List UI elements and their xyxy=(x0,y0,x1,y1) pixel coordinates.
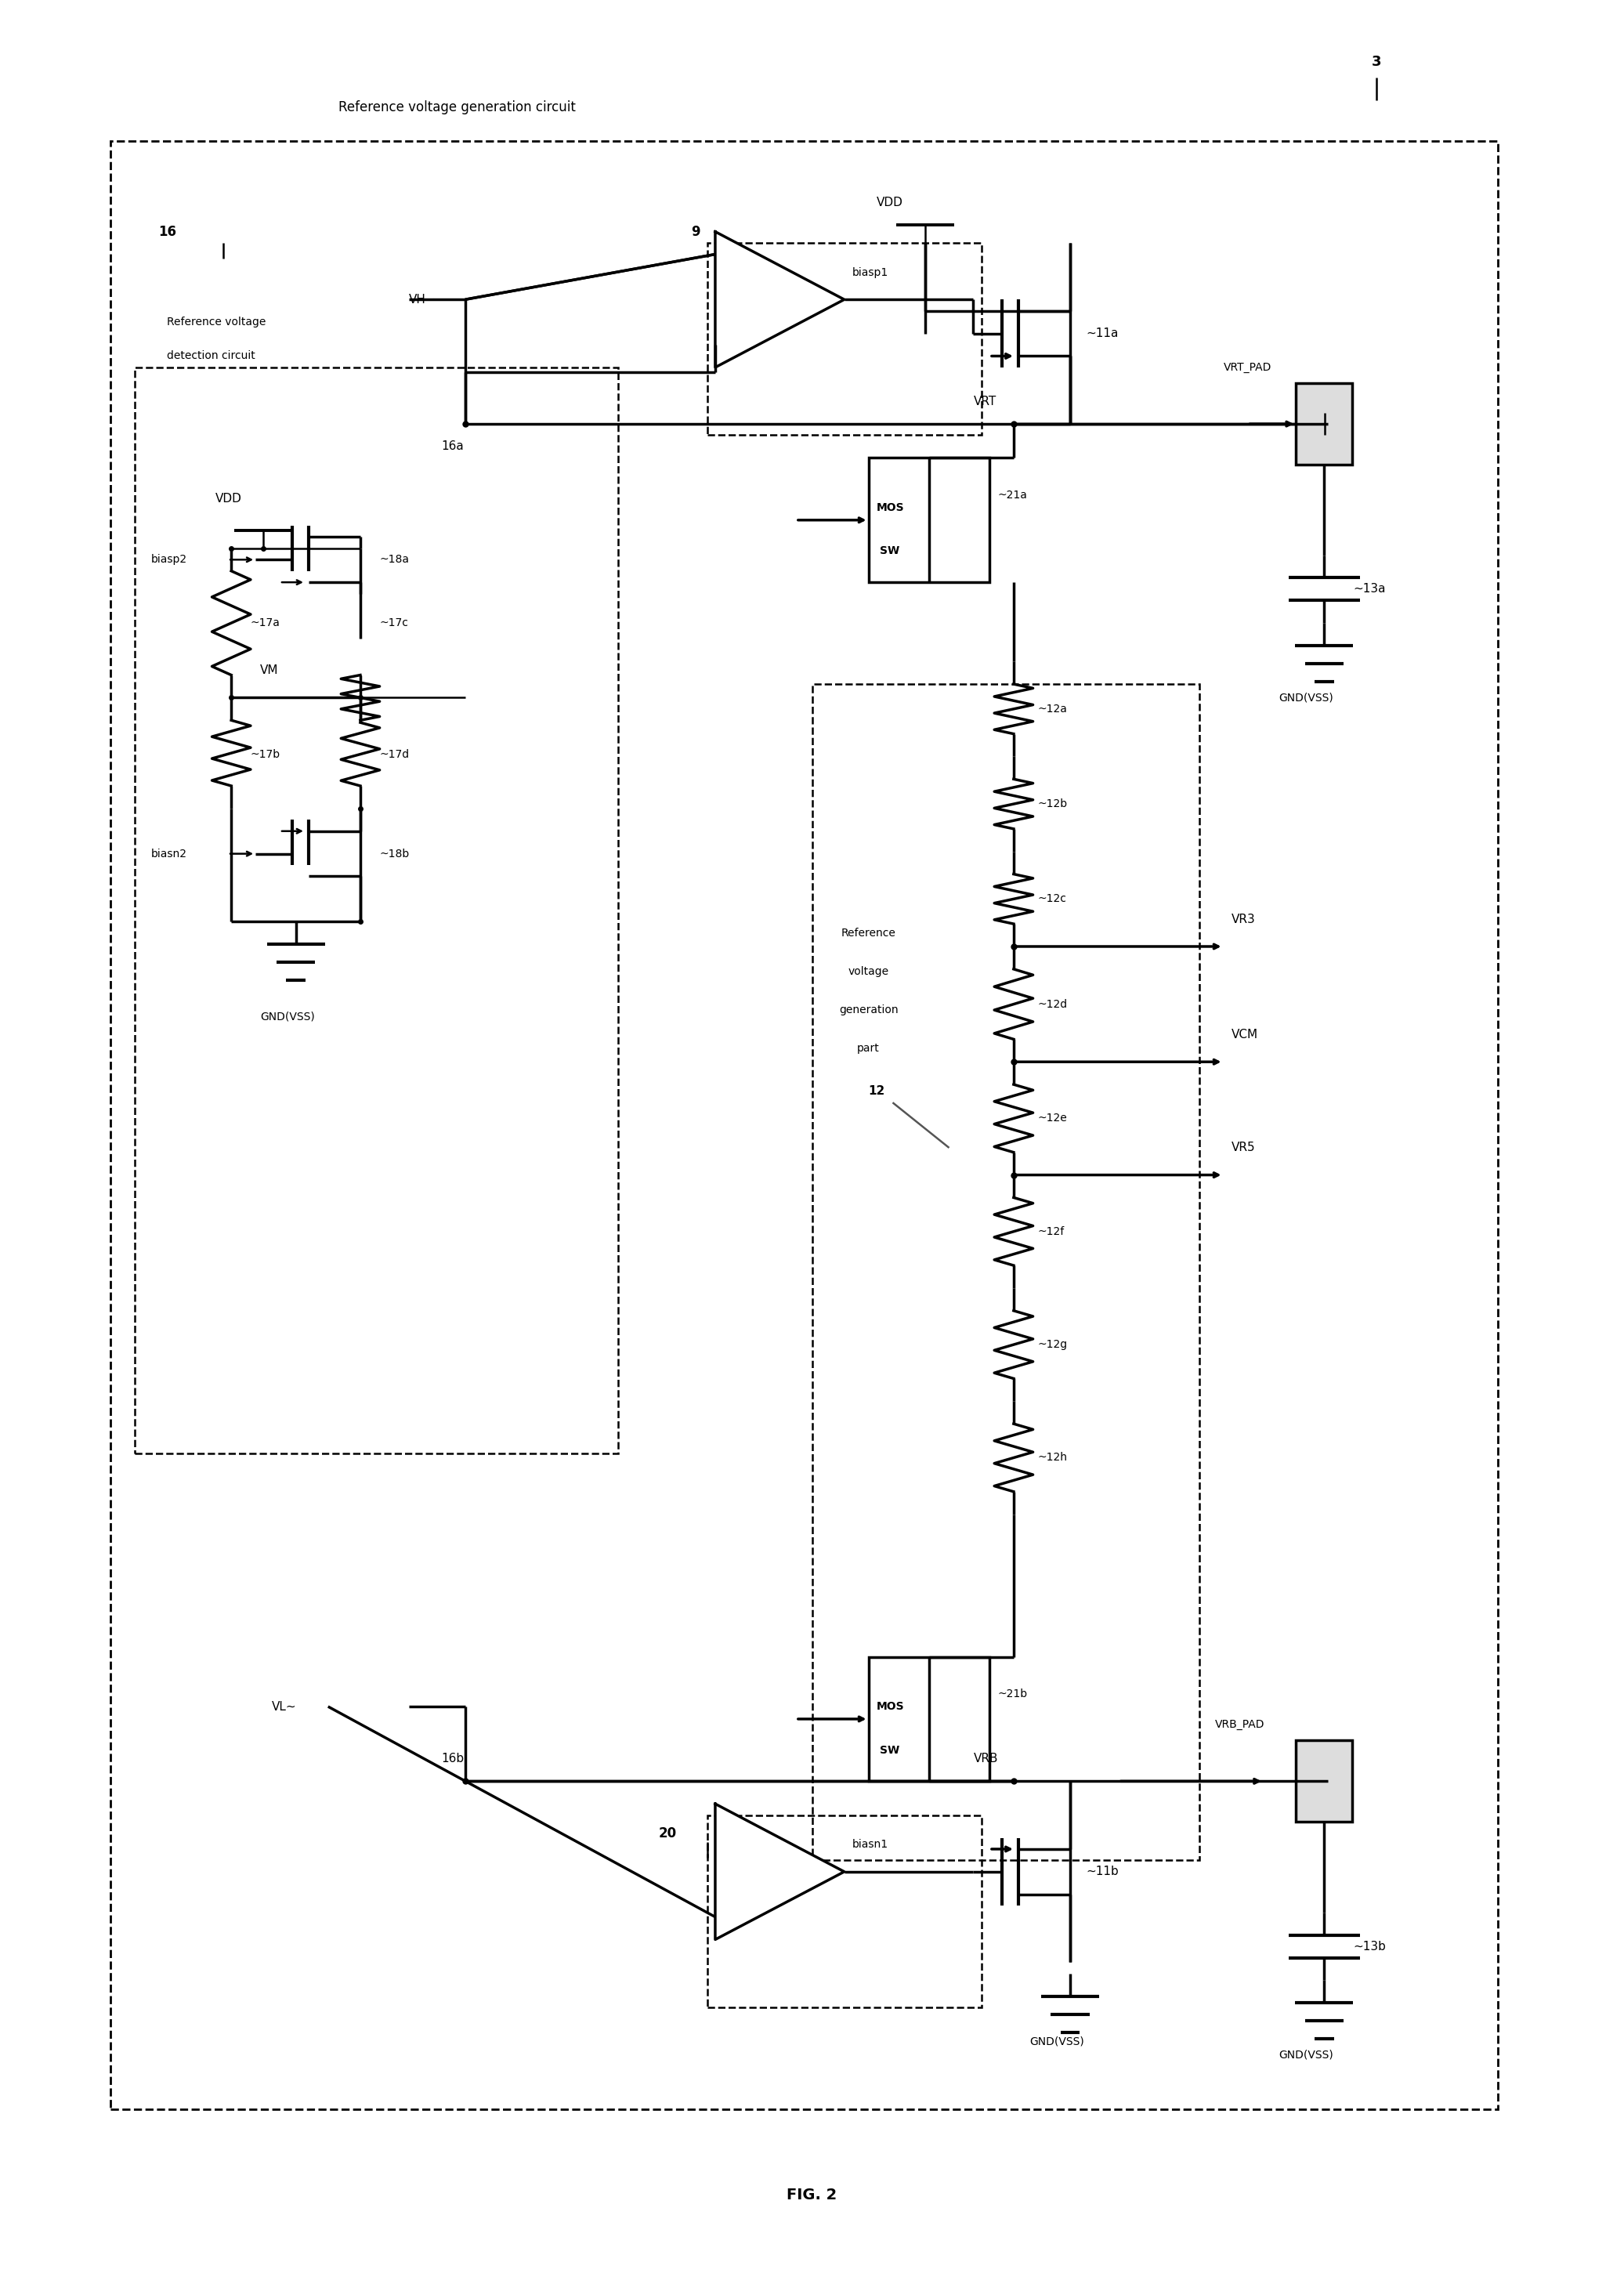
Text: 12: 12 xyxy=(869,1086,885,1098)
Text: ~17d: ~17d xyxy=(380,748,409,759)
Bar xyxy=(706,1816,981,2007)
Text: ~12a: ~12a xyxy=(1038,702,1067,714)
Text: VRT_PAD: VRT_PAD xyxy=(1223,361,1272,373)
Text: generation: generation xyxy=(840,1005,898,1016)
Bar xyxy=(706,243,981,434)
Text: biasn1: biasn1 xyxy=(853,1839,888,1850)
Text: voltage: voltage xyxy=(848,966,888,977)
Text: VR5: VR5 xyxy=(1231,1141,1255,1155)
Text: ~12g: ~12g xyxy=(1038,1339,1067,1350)
Text: ~11b: ~11b xyxy=(1086,1866,1119,1877)
Text: biasn2: biasn2 xyxy=(151,848,187,859)
Text: 20: 20 xyxy=(659,1825,677,1841)
Text: VRB: VRB xyxy=(973,1752,999,1764)
Text: VR3: VR3 xyxy=(1231,914,1255,925)
Text: ~12d: ~12d xyxy=(1038,998,1067,1009)
Text: ~13a: ~13a xyxy=(1353,584,1385,596)
Text: ~11a: ~11a xyxy=(1086,327,1119,339)
Text: VDD: VDD xyxy=(214,493,242,505)
Text: ~21b: ~21b xyxy=(997,1689,1028,1700)
Text: ~18b: ~18b xyxy=(380,848,409,859)
Text: GND(VSS): GND(VSS) xyxy=(260,1011,315,1023)
Text: GND(VSS): GND(VSS) xyxy=(1280,2050,1333,2059)
Text: FIG. 2: FIG. 2 xyxy=(788,2187,836,2203)
Text: Reference voltage: Reference voltage xyxy=(167,316,266,327)
Text: VL~: VL~ xyxy=(271,1700,297,1712)
Text: Reference voltage generation circuit: Reference voltage generation circuit xyxy=(338,100,577,114)
Bar xyxy=(1296,1741,1353,1823)
Text: part: part xyxy=(857,1043,880,1055)
Text: ~12b: ~12b xyxy=(1038,798,1067,809)
Text: 16: 16 xyxy=(159,225,177,239)
Text: ~21a: ~21a xyxy=(997,489,1028,500)
Text: biasp1: biasp1 xyxy=(853,266,888,277)
Text: 16a: 16a xyxy=(442,441,463,452)
Polygon shape xyxy=(715,1805,844,1939)
Text: MOS: MOS xyxy=(877,502,905,514)
Text: 9: 9 xyxy=(692,225,700,239)
Text: 16b: 16b xyxy=(442,1752,464,1764)
Text: detection circuit: detection circuit xyxy=(167,350,255,361)
Text: VDD: VDD xyxy=(877,195,903,209)
Text: 3: 3 xyxy=(1372,55,1382,68)
Text: VCM: VCM xyxy=(1231,1030,1259,1041)
Bar xyxy=(1296,384,1353,464)
Text: VM: VM xyxy=(260,664,279,677)
Text: GND(VSS): GND(VSS) xyxy=(1030,2037,1085,2046)
Text: Reference: Reference xyxy=(841,927,896,939)
Text: ~12f: ~12f xyxy=(1038,1225,1065,1237)
Text: ~17a: ~17a xyxy=(250,618,281,627)
Text: ~12h: ~12h xyxy=(1038,1452,1067,1464)
Bar xyxy=(135,368,619,1452)
Polygon shape xyxy=(715,232,844,368)
Text: biasp2: biasp2 xyxy=(151,555,187,566)
Text: ~12e: ~12e xyxy=(1038,1114,1067,1123)
Text: VRB_PAD: VRB_PAD xyxy=(1215,1718,1265,1730)
Bar xyxy=(110,141,1497,2109)
Text: MOS: MOS xyxy=(877,1700,905,1712)
Text: ~17b: ~17b xyxy=(250,748,281,759)
Bar xyxy=(869,1657,989,1782)
Text: ~12c: ~12c xyxy=(1038,893,1067,905)
Text: VRT: VRT xyxy=(973,396,996,407)
Text: ~18a: ~18a xyxy=(380,555,409,566)
Bar xyxy=(812,684,1199,1859)
Text: ~13b: ~13b xyxy=(1353,1941,1385,1953)
Bar xyxy=(869,457,989,582)
Text: ~17c: ~17c xyxy=(380,618,409,627)
Text: SW: SW xyxy=(880,1746,900,1755)
Text: VH~: VH~ xyxy=(409,293,435,305)
Text: GND(VSS): GND(VSS) xyxy=(1280,693,1333,702)
Text: SW: SW xyxy=(880,546,900,557)
